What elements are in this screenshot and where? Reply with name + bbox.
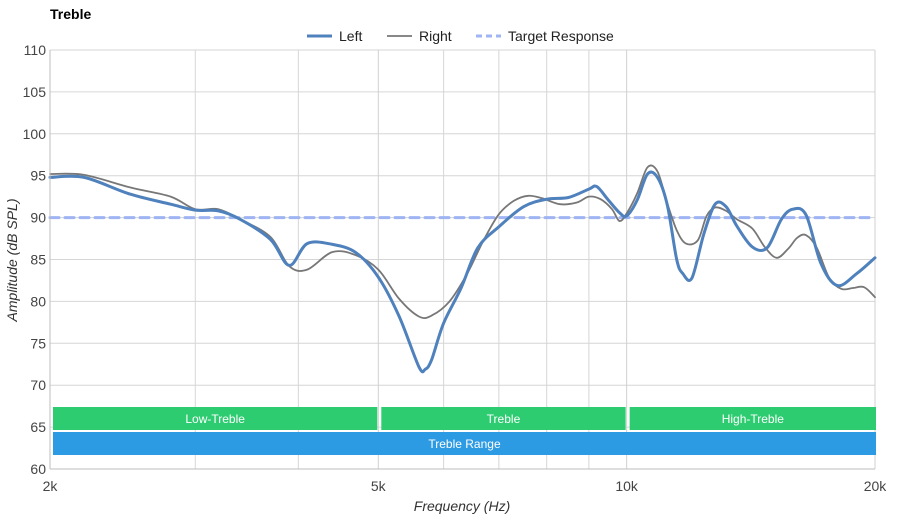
legend-item-target-response[interactable]: Target Response xyxy=(476,28,614,44)
band-treble xyxy=(381,407,626,430)
y-tick-label: 95 xyxy=(30,168,46,184)
band-label: High-Treble xyxy=(722,412,785,426)
y-tick-label: 70 xyxy=(30,377,46,393)
y-tick-label: 90 xyxy=(30,210,46,226)
band-label: Treble xyxy=(487,412,521,426)
y-tick-label: 85 xyxy=(30,252,46,268)
legend-label: Target Response xyxy=(508,28,614,44)
x-tick-label: 20k xyxy=(864,478,888,494)
chart-title: Treble xyxy=(50,6,91,22)
x-tick-label: 2k xyxy=(43,478,59,494)
y-tick-label: 100 xyxy=(23,126,47,142)
band-treble-range xyxy=(53,432,876,455)
y-tick-label: 80 xyxy=(30,293,46,309)
y-tick-label: 60 xyxy=(30,461,46,477)
series-line-right xyxy=(49,164,876,320)
legend-item-left[interactable]: Left xyxy=(307,28,362,44)
series-lines xyxy=(48,164,877,374)
axes: 60 65 70 75 80 85 90 95 100 105 110 2k 5k 10k 20k xyxy=(23,42,888,494)
grid xyxy=(49,49,876,470)
x-tick-label: 5k xyxy=(371,478,387,494)
band-label: Treble Range xyxy=(428,437,501,451)
legend-label: Right xyxy=(419,28,452,44)
y-tick-label: 65 xyxy=(30,419,46,435)
band-label: Low-Treble xyxy=(185,412,245,426)
y-axis-label: Amplitude (dB SPL) xyxy=(4,199,20,323)
legend-label: Left xyxy=(339,28,362,44)
series-line-left xyxy=(48,170,877,374)
x-axis-label: Frequency (Hz) xyxy=(414,498,510,514)
legend-item-right[interactable]: Right xyxy=(387,28,452,44)
y-tick-label: 105 xyxy=(23,84,47,100)
y-tick-label: 110 xyxy=(24,42,47,58)
band-high-treble xyxy=(629,407,876,430)
legend: Left Right Target Response xyxy=(307,28,614,44)
frequency-bands: Low-Treble Treble High-Treble Treble Range xyxy=(53,407,876,455)
x-tick-label: 10k xyxy=(615,478,639,494)
band-low-treble xyxy=(53,407,378,430)
y-tick-label: 75 xyxy=(30,335,46,351)
